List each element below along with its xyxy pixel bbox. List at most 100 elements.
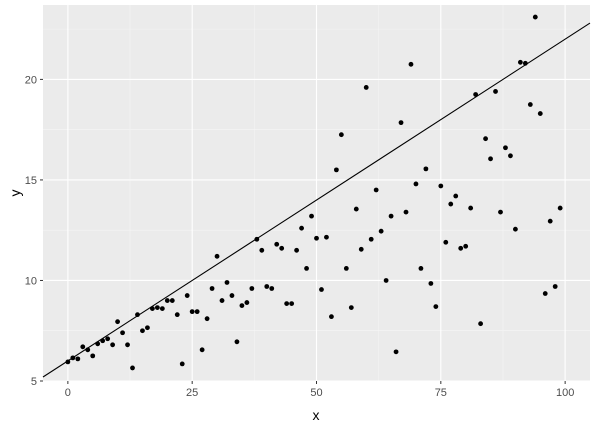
x-axis-title: x [313,407,320,423]
reference-line [42,22,591,378]
data-point [319,287,324,292]
data-point [125,342,130,348]
data-point [174,312,180,318]
data-point [423,166,429,172]
x-tick-label: 75 [435,387,447,399]
data-point [65,359,71,365]
data-point [503,145,508,151]
data-point [408,61,414,67]
y-axis-ticks: 5 10 15 20 [25,74,43,388]
data-point [348,305,354,311]
data-point [309,213,314,219]
data-point [115,319,120,325]
data-point [363,85,369,90]
data-point [403,209,409,215]
data-point [329,314,334,320]
data-point [95,341,101,347]
data-point [164,298,170,303]
data-point [388,213,394,219]
data-point [299,225,304,231]
data-point [508,153,513,159]
data-point [239,303,245,308]
data-point [493,89,498,94]
data-point [532,14,538,20]
data-point [154,305,160,311]
data-point [85,347,91,353]
y-tick-label: 10 [25,275,37,287]
data-point [259,247,265,253]
data-point [473,92,479,97]
data-point [279,245,285,251]
data-point [324,234,329,240]
y-axis-title: y [7,190,23,197]
data-point [338,132,344,138]
x-tick-label: 0 [65,387,71,399]
data-point [398,120,404,126]
data-point [314,235,319,241]
x-tick-label: 50 [310,387,322,399]
data-point [483,136,488,142]
data-point [463,243,469,249]
data-point [527,102,533,107]
data-point [75,356,81,362]
data-point [513,226,518,232]
data-point [333,167,339,173]
data-point [184,293,190,298]
data-point [428,281,434,286]
data-point [80,344,86,350]
data-point [522,60,528,66]
data-point [393,349,399,355]
data-point [145,325,150,331]
data-point [159,306,165,312]
data-point [90,353,96,359]
data-point [135,312,140,318]
y-tick-label: 15 [25,175,37,187]
data-point [498,209,503,215]
data-point [418,266,424,271]
data-point [70,355,76,361]
data-point [140,328,145,334]
data-point [234,339,240,345]
data-point [209,286,215,291]
data-point [214,253,220,259]
data-point [438,183,444,189]
data-point [557,205,563,211]
data-point [413,181,419,187]
data-point [358,246,364,252]
data-point [194,309,200,315]
data-point [244,300,250,305]
data-point [105,336,111,342]
data-point [378,228,384,234]
data-point [269,286,275,291]
data-point [458,245,464,251]
data-point [249,286,255,291]
data-point [199,347,205,353]
x-axis-ticks: 0 25 50 75 100 [65,381,574,399]
data-point [229,293,235,298]
data-point [537,111,543,116]
data-point [448,201,454,207]
data-point [547,218,553,224]
data-point [169,298,175,303]
x-tick-label: 25 [186,387,198,399]
data-point [189,309,195,315]
data-point [274,241,280,247]
data-point [284,301,290,306]
data-point [224,280,230,285]
x-tick-label: 100 [556,387,574,399]
data-point [433,304,439,310]
data-point [368,236,374,242]
data-point [219,298,225,303]
data-point [294,247,300,253]
y-tick-label: 20 [25,74,37,86]
data-point [552,284,558,289]
data-point [204,316,210,322]
data-point [120,330,125,336]
data-point [453,193,459,199]
data-point [373,187,379,193]
data-point [383,278,389,283]
data-point [517,59,523,65]
data-point [304,266,309,271]
data-points [65,14,563,371]
